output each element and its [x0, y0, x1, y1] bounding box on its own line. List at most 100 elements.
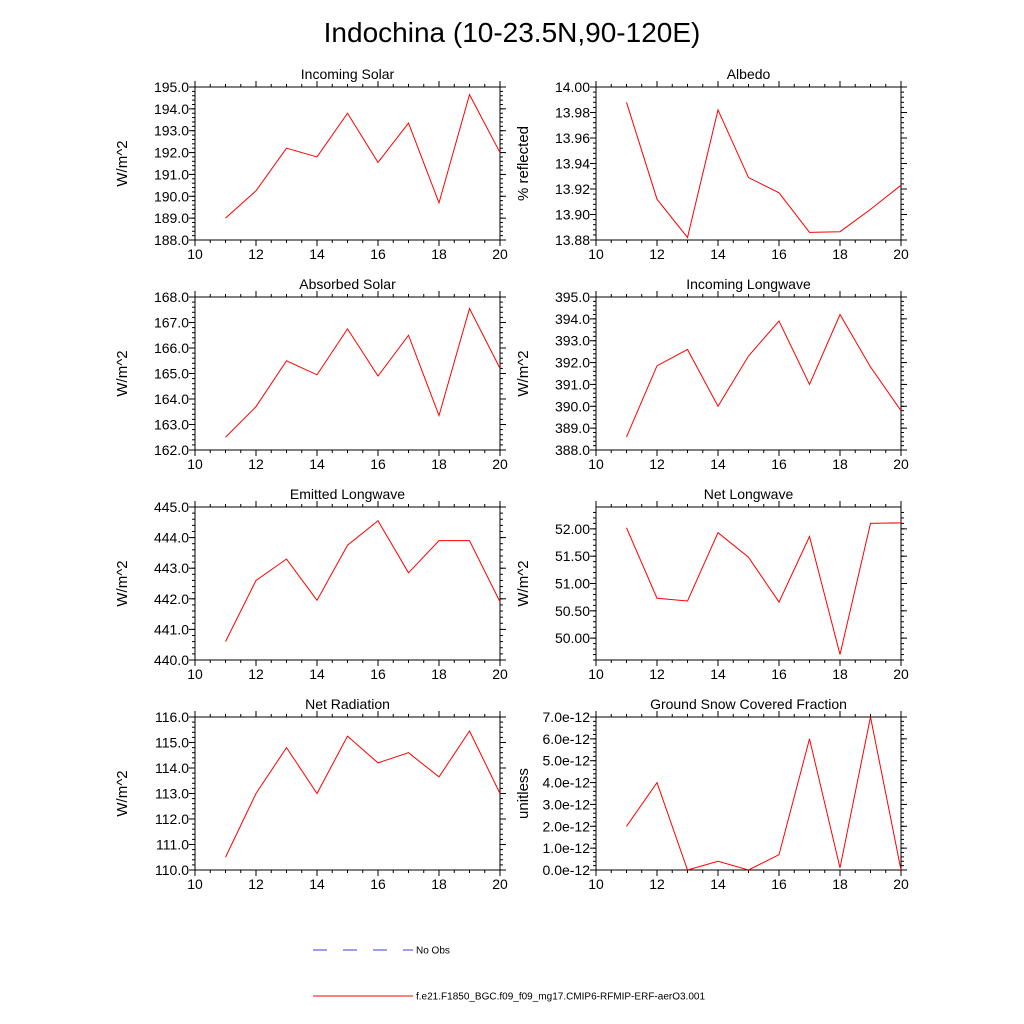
y-axis-label: W/m^2	[515, 560, 532, 606]
y-tick-label: 391.0	[555, 376, 590, 392]
series-line-1	[626, 313, 902, 438]
y-tick-label: 192.0	[154, 145, 189, 161]
panel-7: Net Radiation W/m^2 10 12 14 16 18 20 110.0 111.0…	[114, 696, 508, 892]
y-tick-label: 13.90	[555, 207, 590, 223]
y-tick-label: 5.0e-12	[543, 753, 591, 769]
y-axis-label: % reflected	[515, 126, 532, 201]
x-tick-label: 12	[248, 876, 264, 892]
y-tick-label: 444.0	[154, 530, 189, 546]
y-tick-label: 51.00	[555, 576, 590, 592]
x-tick-label: 12	[248, 246, 264, 262]
y-tick-label: 163.0	[154, 417, 189, 433]
y-tick-label: 167.0	[154, 315, 189, 331]
y-tick-label: 394.0	[555, 311, 590, 327]
y-tick-label: 52.00	[555, 521, 590, 537]
series-line-1	[225, 520, 501, 642]
y-tick-label: 113.0	[155, 786, 189, 802]
y-tick-label: 388.0	[555, 442, 590, 458]
y-tick-label: 194.0	[154, 101, 189, 117]
y-tick-label: 193.0	[154, 123, 189, 139]
y-axis-label: W/m^2	[114, 140, 131, 186]
x-tick-label: 18	[431, 876, 447, 892]
x-tick-label: 16	[370, 246, 386, 262]
x-tick-label: 18	[832, 456, 848, 472]
y-tick-label: 111.0	[156, 837, 189, 853]
panel-2: Albedo % reflected 10 12 14 16 18 20 13.88 13.90 1…	[515, 66, 909, 262]
x-tick-label: 14	[309, 246, 325, 262]
x-tick-label: 20	[492, 456, 508, 472]
y-tick-label: 189.0	[154, 210, 189, 226]
x-tick-label: 10	[588, 246, 604, 262]
plot-frame	[194, 86, 501, 241]
y-tick-label: 110.0	[155, 862, 189, 878]
y-tick-label: 13.96	[555, 130, 590, 146]
panel-1: Incoming Solar W/m^2 10 12 14 16 18 20 188.0 189.…	[114, 66, 508, 262]
x-tick-label: 10	[187, 246, 203, 262]
plot-frame	[595, 506, 902, 661]
x-tick-label: 20	[893, 666, 909, 682]
x-tick-label: 16	[771, 246, 787, 262]
y-axis-label: W/m^2	[515, 350, 532, 396]
y-tick-label: 166.0	[154, 340, 189, 356]
panel-title: Net Longwave	[704, 486, 794, 502]
y-axis-label: W/m^2	[114, 770, 131, 816]
y-tick-label: 13.88	[555, 232, 590, 248]
y-tick-label: 440.0	[154, 652, 189, 668]
y-tick-label: 165.0	[154, 366, 189, 382]
y-axis-label: W/m^2	[114, 560, 131, 606]
x-tick-label: 12	[248, 456, 264, 472]
x-tick-label: 18	[832, 876, 848, 892]
x-tick-label: 14	[710, 456, 726, 472]
y-tick-label: 116.0	[155, 709, 189, 725]
panel-title: Net Radiation	[305, 696, 390, 712]
x-tick-label: 14	[309, 876, 325, 892]
y-tick-label: 7.0e-12	[543, 709, 591, 725]
y-tick-label: 164.0	[154, 391, 189, 407]
x-tick-label: 18	[832, 246, 848, 262]
x-tick-label: 14	[710, 876, 726, 892]
series-line-1	[225, 730, 501, 858]
y-tick-label: 162.0	[154, 442, 189, 458]
x-tick-label: 14	[309, 456, 325, 472]
x-tick-label: 10	[187, 666, 203, 682]
y-tick-label: 50.00	[555, 630, 590, 646]
panel-title: Incoming Solar	[301, 66, 395, 82]
x-tick-label: 16	[771, 876, 787, 892]
y-tick-label: 14.00	[555, 79, 590, 95]
y-tick-label: 6.0e-12	[543, 731, 591, 747]
x-tick-label: 20	[492, 246, 508, 262]
panel-title: Ground Snow Covered Fraction	[650, 696, 847, 712]
y-tick-label: 2.0e-12	[543, 818, 591, 834]
x-tick-label: 14	[309, 666, 325, 682]
series-line-1	[626, 102, 902, 239]
y-tick-label: 114.0	[155, 760, 189, 776]
plot-frame	[194, 506, 501, 661]
legend-obs-label: No Obs	[416, 946, 450, 957]
panel-5: Emitted Longwave W/m^2 10 12 14 16 18 20 440.0 44…	[114, 486, 508, 682]
x-tick-label: 10	[588, 666, 604, 682]
y-tick-label: 13.92	[555, 181, 590, 197]
y-tick-label: 3.0e-12	[543, 796, 591, 812]
y-tick-label: 1.0e-12	[543, 840, 591, 856]
y-tick-label: 390.0	[555, 398, 590, 414]
x-tick-label: 20	[893, 876, 909, 892]
x-tick-label: 14	[710, 246, 726, 262]
series-line-1	[626, 716, 902, 871]
y-tick-label: 0.0e-12	[543, 862, 591, 878]
y-tick-label: 395.0	[555, 289, 590, 305]
panel-title: Absorbed Solar	[299, 276, 396, 292]
x-tick-label: 18	[832, 666, 848, 682]
x-tick-label: 12	[649, 456, 665, 472]
plot-frame	[595, 296, 902, 451]
x-tick-label: 18	[431, 456, 447, 472]
x-tick-label: 18	[431, 666, 447, 682]
x-tick-label: 12	[649, 666, 665, 682]
figure-title: Indochina (10-23.5N,90-120E)	[324, 17, 701, 48]
x-tick-label: 14	[710, 666, 726, 682]
y-tick-label: 168.0	[154, 289, 189, 305]
y-tick-label: 51.50	[555, 548, 590, 564]
panel-3: Absorbed Solar W/m^2 10 12 14 16 18 20 162.0 163.…	[114, 276, 508, 472]
x-tick-label: 10	[588, 876, 604, 892]
series-line-1	[225, 93, 501, 219]
x-tick-label: 10	[187, 876, 203, 892]
